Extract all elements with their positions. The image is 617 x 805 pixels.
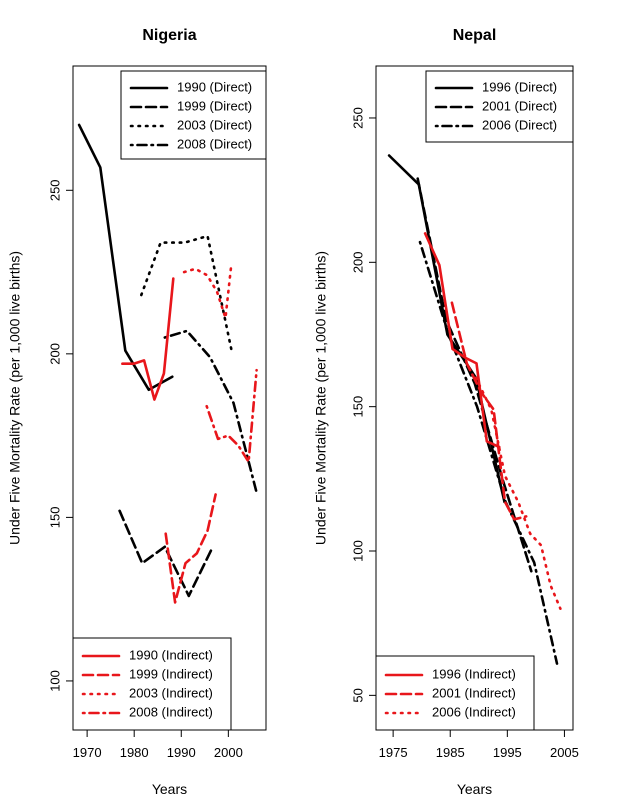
legend-label: 2003 (Direct) [177, 117, 252, 132]
legend-label: 1999 (Direct) [177, 98, 252, 113]
legend-label: 1996 (Indirect) [432, 666, 516, 681]
x-tick-label: 2000 [214, 745, 243, 760]
legend-label: 1996 (Direct) [482, 79, 557, 94]
legend-label: 2001 (Indirect) [432, 685, 516, 700]
chart-title: Nigeria [142, 27, 196, 44]
series-line-2001-indirect [450, 301, 528, 521]
x-tick-label: 2005 [550, 745, 579, 760]
y-tick-label: 150 [47, 507, 62, 529]
legend-label: 1990 (Indirect) [129, 647, 213, 662]
series-line-1999-direct [118, 509, 215, 598]
series-line-1990-indirect [121, 277, 175, 401]
x-tick-label: 1990 [167, 745, 196, 760]
legend-box [120, 70, 267, 160]
legend-top-right: 1996 (Direct) 2001 (Direct) 2006 (Direct) [425, 70, 574, 143]
x-tick-label: 1970 [73, 745, 102, 760]
y-axis-label: Under Five Mortality Rate (per 1,000 liv… [7, 251, 23, 545]
legend-top-right: 1990 (Direct) 1999 (Direct) 2003 (Direct) 2… [120, 70, 267, 160]
x-tick-label: 1975 [379, 745, 408, 760]
legend-label: 2006 (Indirect) [432, 704, 516, 719]
series-line-2006-indirect [474, 376, 562, 611]
chart-title: Nepal [453, 27, 497, 44]
x-axis-label: Years [457, 781, 492, 797]
series-line-2008-indirect [205, 368, 258, 464]
y-tick-label: 100 [47, 670, 62, 692]
y-tick-label: 200 [350, 251, 365, 273]
y-tick-label: 250 [350, 107, 365, 129]
legend-label: 2001 (Direct) [482, 98, 557, 113]
y-tick-label: 200 [47, 343, 62, 365]
series-line-2008-direct [163, 329, 259, 496]
legend-bottom-left: 1996 (Indirect) 2001 (Indirect) 2006 (Indi… [375, 655, 535, 731]
y-tick-label: 150 [350, 396, 365, 418]
series-line-2003-indirect [182, 264, 233, 320]
series-line-2001-direct [416, 177, 533, 573]
series-line-1999-indirect [164, 493, 217, 604]
y-tick-label: 50 [350, 688, 365, 702]
legend-label: 2003 (Indirect) [129, 685, 213, 700]
series-line-2006-direct [418, 240, 559, 665]
series-line-2003-direct [140, 234, 233, 352]
panel-nepal: Nepal 1975 1985 1995 2005 50 100 150 200 250 Years… [313, 27, 579, 797]
x-tick-label: 1995 [493, 745, 522, 760]
y-tick-label: 250 [47, 179, 62, 201]
legend-bottom-left: 1990 (Indirect) 1999 (Indirect) 2003 (Indi… [72, 637, 232, 731]
panel-nigeria: Nigeria 1970 1980 1990 2000 100 150 200 250 Years… [7, 27, 267, 797]
x-tick-label: 1980 [120, 745, 149, 760]
series-line-1990-direct [77, 123, 174, 392]
series-line-1996-indirect [423, 232, 501, 449]
y-axis-label: Under Five Mortality Rate (per 1,000 liv… [313, 251, 329, 545]
legend-box [72, 637, 232, 731]
legend-label: 2006 (Direct) [482, 117, 557, 132]
x-axis-label: Years [152, 781, 187, 797]
y-tick-label: 100 [350, 540, 365, 562]
legend-label: 1999 (Indirect) [129, 666, 213, 681]
legend-label: 2008 (Indirect) [129, 704, 213, 719]
x-tick-label: 1985 [436, 745, 465, 760]
legend-label: 1990 (Direct) [177, 79, 252, 94]
legend-label: 2008 (Direct) [177, 136, 252, 151]
plot-frame [72, 65, 267, 731]
